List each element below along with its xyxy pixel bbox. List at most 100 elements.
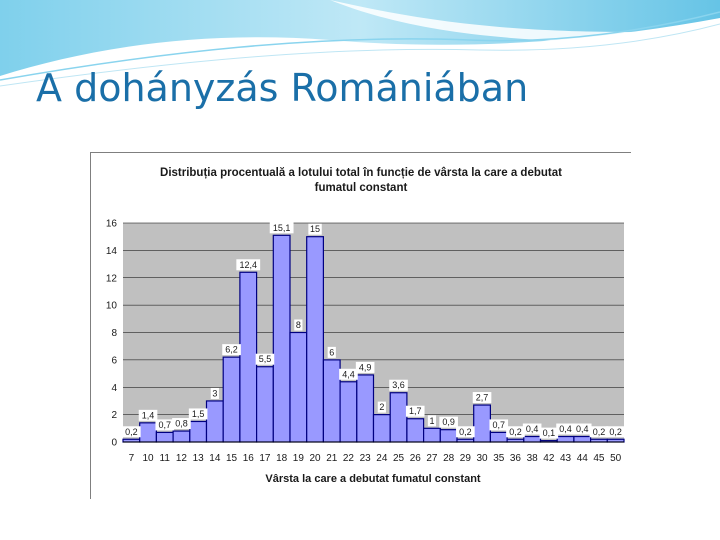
x-axis-title: Vârsta la care a debutat fumatul constan… <box>265 473 481 485</box>
x-tick-label: 13 <box>193 453 205 464</box>
y-tick-label: 6 <box>111 355 117 366</box>
x-tick-label: 10 <box>142 453 154 464</box>
data-label: 0,9 <box>442 417 455 427</box>
x-tick-label: 7 <box>129 453 135 464</box>
x-tick-label: 28 <box>443 453 455 464</box>
y-tick-label: 8 <box>111 328 117 339</box>
bar-chart: Distribuția procentuală a lotului total … <box>106 167 625 485</box>
y-tick-label: 16 <box>106 219 118 230</box>
data-label: 0,2 <box>509 427 522 437</box>
x-tick-label: 24 <box>376 453 388 464</box>
x-tick-label: 22 <box>343 453 355 464</box>
bar-15 <box>222 356 241 443</box>
x-tick-label: 27 <box>426 453 438 464</box>
x-tick-label: 19 <box>293 453 305 464</box>
x-tick-label: 44 <box>577 453 589 464</box>
chart-title-line-2: fumatul constant <box>315 182 408 194</box>
data-label: 1,4 <box>142 410 155 420</box>
x-tick-label: 25 <box>393 453 405 464</box>
data-label: 0,2 <box>609 427 622 437</box>
bar-27 <box>423 427 441 443</box>
bar-18 <box>272 234 291 443</box>
x-tick-label: 17 <box>259 453 271 464</box>
data-label: 0,2 <box>125 427 138 437</box>
data-label-box <box>138 409 158 421</box>
y-tick-label: 0 <box>111 438 117 449</box>
x-tick-label: 50 <box>610 453 622 464</box>
x-tick-label: 20 <box>309 453 321 464</box>
data-label-box <box>472 392 492 404</box>
data-label-box <box>188 408 208 420</box>
header-wave-swoosh <box>330 0 720 43</box>
data-label-box <box>489 419 509 431</box>
data-label: 2,7 <box>476 393 489 403</box>
bar-13 <box>189 420 208 443</box>
data-label-box <box>339 368 358 380</box>
data-label-box <box>556 423 575 435</box>
data-label-box <box>294 319 303 331</box>
x-tick-label: 18 <box>276 453 288 464</box>
data-label-box <box>606 426 625 438</box>
x-axis-tick-labels: 7 10 11 12 13 14 15 16 17 18 19 20 21 22 23 24 25 26 27 28 2… <box>129 453 622 464</box>
x-tick-label: 26 <box>410 453 422 464</box>
data-label-box <box>377 401 386 413</box>
data-label-box <box>439 416 458 428</box>
bar-14 <box>205 400 224 443</box>
data-label-box <box>155 419 175 431</box>
chart-title-line-1: Distribuția procentuală a lotului total … <box>160 167 562 179</box>
data-label: 0,7 <box>158 420 171 430</box>
data-label: 0,4 <box>576 424 589 434</box>
data-label: 12,4 <box>239 260 257 270</box>
data-label: 15 <box>310 224 320 234</box>
data-label: 3 <box>212 388 217 398</box>
bar-11 <box>155 431 174 443</box>
bar-21 <box>322 359 341 443</box>
header-wave-line-2 <box>0 23 720 87</box>
data-label-box <box>210 387 219 399</box>
data-label-box <box>269 222 294 234</box>
bar-17 <box>256 366 274 443</box>
bar-20 <box>306 236 324 443</box>
x-tick-label: 14 <box>209 453 221 464</box>
data-label: 3,6 <box>392 380 405 390</box>
bar-19 <box>289 331 308 443</box>
data-label-box <box>389 379 408 391</box>
slide-header-decoration <box>0 0 720 87</box>
y-tick-label: 2 <box>111 410 117 421</box>
data-label: 1,5 <box>192 409 205 419</box>
bar-30 <box>473 404 492 443</box>
bar-22 <box>339 381 358 443</box>
data-label-box <box>572 423 592 435</box>
data-label: 0,2 <box>459 427 472 437</box>
data-label-box <box>589 426 609 438</box>
y-tick-label: 12 <box>106 273 118 284</box>
x-tick-label: 38 <box>527 453 539 464</box>
y-tick-label: 14 <box>106 246 118 257</box>
x-tick-label: 11 <box>160 453 171 464</box>
bar-26 <box>406 418 425 443</box>
data-label-box <box>355 361 375 373</box>
x-tick-label: 12 <box>176 453 188 464</box>
y-tick-label: 4 <box>111 383 117 394</box>
x-tick-label: 45 <box>593 453 605 464</box>
data-label-box <box>506 426 525 438</box>
bar-24 <box>372 414 391 443</box>
data-label-box <box>222 344 241 356</box>
data-label: 4,9 <box>359 362 372 372</box>
data-label-box <box>456 426 475 438</box>
data-label: 0,4 <box>526 424 539 434</box>
data-label: 2 <box>379 402 384 412</box>
data-label: 1,7 <box>409 406 422 416</box>
data-label-box <box>308 223 322 235</box>
data-label-box <box>522 423 542 435</box>
bar-43 <box>556 435 575 443</box>
data-label-box <box>327 346 336 358</box>
data-label: 0,4 <box>559 424 572 434</box>
header-wave-band <box>0 0 720 76</box>
data-label: 0,2 <box>593 427 606 437</box>
data-labels: 0,21,40,7 0,81,536,212,45,515,181564,44,9… <box>122 222 625 439</box>
data-label: 6 <box>329 347 334 357</box>
data-label: 6,2 <box>225 345 238 355</box>
x-tick-label: 42 <box>543 453 555 464</box>
data-label: 15,1 <box>273 223 291 233</box>
